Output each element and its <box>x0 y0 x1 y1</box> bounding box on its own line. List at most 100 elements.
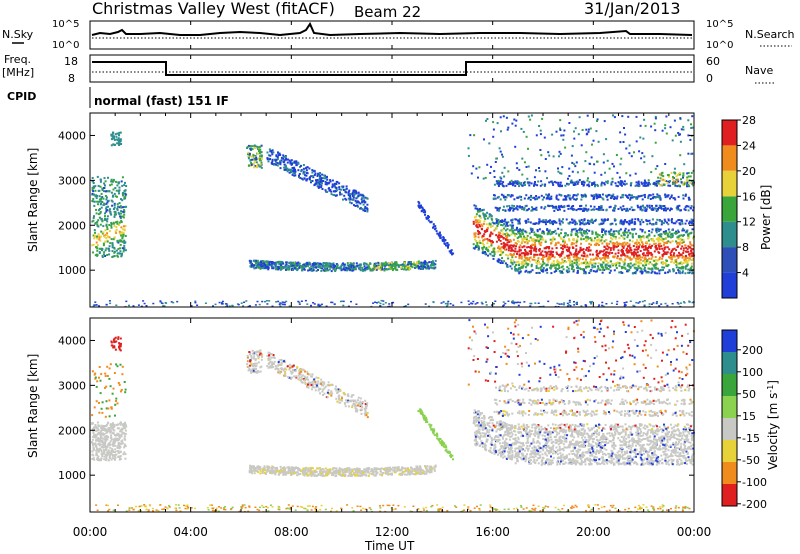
power-cell <box>631 209 634 212</box>
power-cell <box>360 194 363 197</box>
power-cell <box>688 198 691 201</box>
power-cell <box>257 266 260 269</box>
power-cell <box>319 265 322 268</box>
power-cell <box>686 185 689 188</box>
power-cell <box>538 170 541 173</box>
power-cell <box>500 193 503 196</box>
noise-right-tick-top: 10^5 <box>706 19 733 30</box>
power-cell <box>504 302 507 305</box>
power-cell <box>628 244 631 247</box>
power-cell <box>535 209 538 211</box>
power-cell <box>497 219 500 221</box>
power-cell <box>574 252 577 255</box>
power-cell <box>225 303 227 305</box>
power-cell <box>478 241 481 244</box>
power-cell <box>311 169 314 172</box>
power-cell <box>559 183 562 186</box>
power-cell <box>484 218 487 221</box>
power-cell <box>568 194 571 197</box>
power-cell <box>573 198 576 201</box>
power-cell <box>512 259 515 262</box>
power-cell <box>593 205 596 208</box>
power-cell <box>356 264 359 267</box>
power-cell <box>332 262 335 265</box>
power-cell <box>675 220 678 223</box>
power-cell <box>653 122 656 125</box>
power-cell <box>637 182 640 185</box>
power-cell <box>600 239 603 242</box>
power-cell <box>551 253 554 256</box>
power-cell <box>491 251 494 254</box>
power-cell <box>684 259 687 261</box>
power-cell <box>265 266 268 269</box>
power-cell <box>542 260 544 263</box>
power-cell <box>329 264 332 267</box>
power-cell <box>325 264 327 266</box>
power-cell <box>692 209 694 212</box>
power-cell <box>255 259 257 262</box>
power-cell <box>513 118 516 121</box>
power-cell <box>259 267 262 270</box>
power-cell <box>94 185 97 188</box>
power-cell <box>659 228 662 231</box>
power-cell <box>627 256 630 259</box>
power-cell <box>670 261 672 263</box>
power-cell <box>669 126 672 129</box>
power-cell <box>601 181 604 184</box>
power-cell <box>285 268 287 271</box>
power-cell <box>614 197 617 200</box>
power-cell <box>676 208 679 211</box>
power-cell <box>574 182 577 185</box>
power-cell <box>432 223 435 226</box>
power-cell <box>96 254 99 257</box>
power-cell <box>160 302 163 304</box>
power-cell <box>275 301 278 303</box>
power-cell <box>350 264 353 267</box>
power-cell <box>536 229 539 231</box>
power-cell <box>256 262 259 265</box>
power-cell <box>506 241 509 244</box>
power-cell <box>610 195 613 198</box>
power-cell <box>428 305 431 308</box>
power-cell <box>479 220 482 222</box>
power-cell <box>548 246 551 248</box>
power-cell <box>636 196 639 199</box>
power-cell <box>690 231 693 234</box>
velocity-cell <box>369 508 372 511</box>
power-cell <box>555 268 558 271</box>
power-cell <box>567 250 570 252</box>
power-cell <box>114 230 117 233</box>
power-cell <box>534 239 537 242</box>
power-cell <box>582 209 585 212</box>
power-cell <box>326 264 329 267</box>
power-cell <box>494 161 497 163</box>
velocity-cell <box>441 506 444 509</box>
power-cell <box>687 175 690 178</box>
power-cell <box>523 254 526 257</box>
power-cell <box>563 302 566 304</box>
power-cell <box>345 187 348 190</box>
power-cell <box>659 177 662 180</box>
power-cell <box>524 205 527 208</box>
power-cell <box>641 205 644 208</box>
power-cell <box>259 157 262 160</box>
power-cell <box>688 255 691 258</box>
power-cell <box>420 261 423 264</box>
power-cell <box>688 246 691 249</box>
power-cell <box>642 254 645 257</box>
power-cell <box>544 240 547 243</box>
power-cell <box>494 206 497 209</box>
power-cell <box>609 237 612 239</box>
power-cell <box>509 265 512 268</box>
power-cell <box>649 194 652 197</box>
power-cell <box>634 267 637 270</box>
power-cell <box>255 265 258 268</box>
power-cell <box>686 181 689 184</box>
power-cell <box>496 207 499 210</box>
power-cell <box>342 304 345 307</box>
power-cell <box>474 303 477 305</box>
power-cell <box>122 216 125 219</box>
power-cell <box>559 194 562 197</box>
power-cell <box>255 266 258 269</box>
power-cell <box>119 205 122 208</box>
